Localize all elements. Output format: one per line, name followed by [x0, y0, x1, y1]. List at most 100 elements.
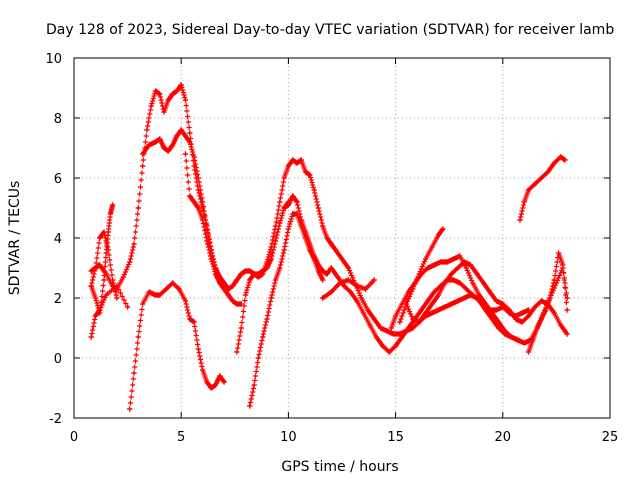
data-point: [337, 280, 343, 286]
data-point: [170, 142, 176, 148]
data-point: [161, 145, 167, 151]
data-point: [247, 268, 253, 274]
data-point: [416, 271, 422, 277]
data-point: [200, 217, 206, 223]
data-point: [386, 349, 392, 355]
data-point: [551, 277, 557, 283]
data-point: [182, 97, 189, 103]
data-point: [558, 322, 564, 328]
data-point: [101, 277, 107, 283]
data-point: [390, 331, 397, 337]
series-arc-15: [517, 154, 568, 223]
data-point: [285, 202, 291, 208]
data-point: [191, 154, 197, 160]
data-point: [195, 346, 201, 352]
data-point: [328, 241, 334, 247]
data-point: [532, 304, 538, 310]
data-point: [303, 169, 309, 175]
data-point: [200, 367, 206, 373]
data-point: [230, 298, 236, 304]
data-point: [103, 250, 109, 256]
data-point: [264, 259, 270, 265]
data-point: [493, 307, 499, 313]
y-axis-label: SDTVAR / TECUs: [7, 181, 23, 296]
data-point: [140, 151, 146, 157]
data-point: [140, 163, 146, 169]
data-point: [538, 316, 544, 322]
data-point: [217, 373, 223, 379]
point-marks: [247, 211, 326, 409]
data-point: [525, 313, 532, 319]
data-point: [217, 280, 223, 286]
data-point: [425, 265, 431, 271]
data-point: [195, 175, 201, 181]
data-point: [324, 235, 330, 241]
x-tick-label: 20: [495, 430, 512, 445]
data-point: [260, 271, 266, 277]
x-tick-label: 15: [387, 430, 404, 445]
data-point: [378, 325, 384, 331]
data-point: [525, 349, 532, 355]
data-point: [92, 265, 98, 271]
data-point: [429, 301, 435, 307]
data-point: [551, 310, 557, 316]
data-point: [500, 301, 506, 307]
data-point: [131, 370, 137, 376]
series-arc-3: [88, 202, 116, 316]
data-point: [311, 253, 317, 259]
data-point: [384, 328, 390, 334]
data-point: [152, 139, 159, 145]
data-point: [290, 193, 296, 199]
data-point: [307, 172, 313, 178]
data-point: [277, 265, 283, 271]
data-point: [161, 109, 167, 115]
data-point: [204, 238, 210, 244]
series-arc-5: [127, 280, 227, 412]
data-point: [371, 277, 377, 283]
series-arc-7: [182, 151, 244, 307]
data-point: [480, 280, 487, 286]
data-point: [88, 283, 94, 289]
data-point: [450, 256, 457, 262]
y-tick-label: 10: [45, 52, 62, 67]
data-point: [114, 295, 120, 301]
y-tick-label: 8: [54, 112, 62, 127]
data-point: [489, 310, 495, 316]
data-point: [345, 277, 351, 283]
data-point: [208, 256, 214, 262]
point-marks: [127, 280, 227, 412]
data-point: [110, 277, 116, 283]
data-point: [272, 277, 279, 283]
data-point: [277, 220, 283, 226]
data-point: [247, 403, 253, 409]
series-arc-8: [234, 157, 532, 355]
data-point: [307, 241, 313, 247]
data-point: [320, 277, 326, 283]
data-point: [502, 328, 508, 334]
data-point: [264, 316, 270, 322]
data-point: [435, 232, 442, 238]
data-point: [345, 265, 351, 271]
data-point: [247, 277, 253, 283]
data-point: [127, 259, 133, 265]
data-point: [212, 382, 219, 388]
data-point: [538, 298, 544, 304]
series-arc-4: [88, 283, 131, 340]
x-tick-label: 5: [177, 430, 185, 445]
data-point: [455, 265, 461, 271]
data-point: [564, 307, 570, 313]
data-point: [547, 295, 553, 301]
data-points: [88, 82, 570, 412]
data-point: [320, 268, 326, 274]
data-point: [416, 319, 422, 325]
data-point: [152, 88, 159, 94]
data-point: [519, 310, 525, 316]
data-point: [418, 307, 424, 313]
data-point: [461, 259, 467, 265]
data-point: [521, 199, 527, 205]
data-point: [97, 262, 103, 268]
data-point: [178, 127, 184, 133]
data-point: [135, 205, 141, 211]
data-point: [92, 295, 98, 301]
data-point: [525, 187, 532, 193]
